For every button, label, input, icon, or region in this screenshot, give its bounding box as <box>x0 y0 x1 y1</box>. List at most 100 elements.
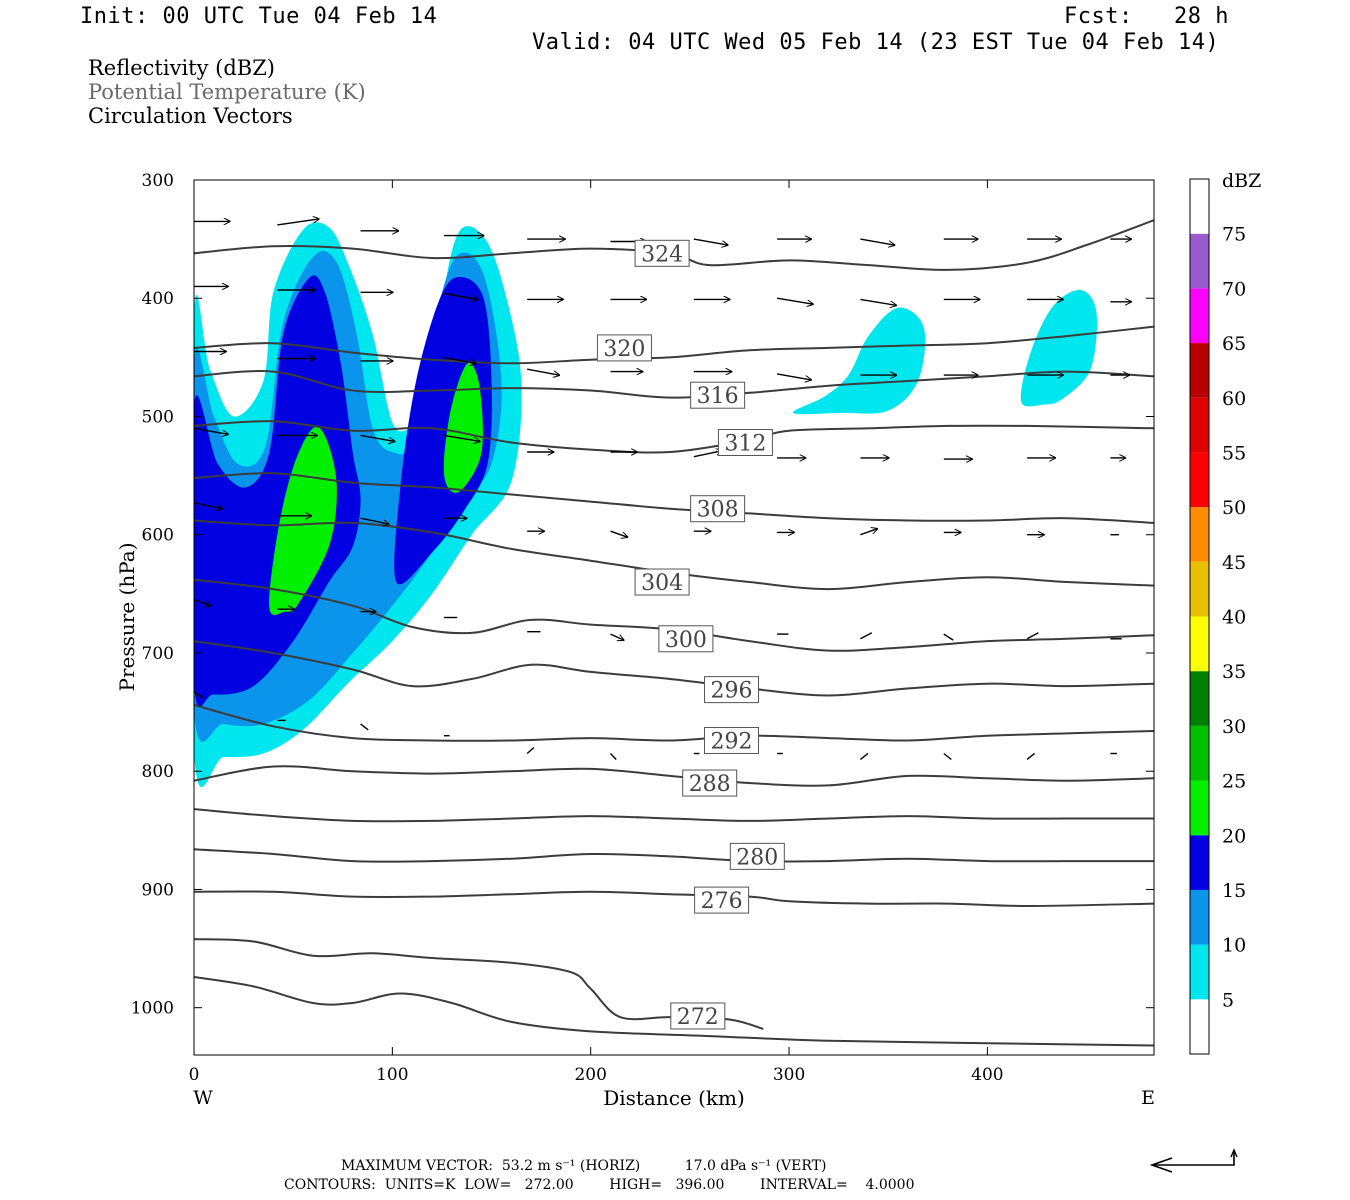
circulation-vector <box>194 427 228 434</box>
field-circulation-vectors: Circulation Vectors <box>88 104 293 128</box>
circulation-vector <box>693 238 728 245</box>
colorbar-label-40: 40 <box>1222 607 1246 629</box>
theta-label-box-312 <box>717 429 773 456</box>
colorbar-swatch-15 <box>1190 835 1209 890</box>
theta-label-316: 316 <box>697 384 739 409</box>
reflectivity-20dbz-region <box>443 362 483 493</box>
colorbar-swatch-20 <box>1190 780 1209 836</box>
colorbar-label-60: 60 <box>1222 388 1246 410</box>
circulation-vector <box>859 752 869 760</box>
contour-label-layer: 324 320 316 312 308 304 300 296 292 288 280 276 272 <box>596 239 785 1030</box>
colorbar-label-55: 55 <box>1222 442 1246 464</box>
theta-contour-308 <box>194 472 1154 524</box>
reference-vector-path <box>1152 1152 1235 1166</box>
y-axis-label: Pressure (hPa) <box>115 543 139 692</box>
y-tick-label: 1000 <box>131 999 174 1019</box>
colorbar-swatch-55 <box>1190 397 1209 453</box>
theta-label-292: 292 <box>711 729 753 754</box>
reference-vector-arrowhead-horiz <box>1149 1157 1173 1173</box>
colorbar-swatch-65 <box>1190 288 1209 344</box>
colorbar-label-20: 20 <box>1222 825 1246 847</box>
x-end-label-west: W <box>193 1087 213 1109</box>
circulation-vector <box>776 373 811 380</box>
y-tick-label: 400 <box>142 289 174 309</box>
init-time: Init: 00 UTC Tue 04 Feb 14 <box>80 4 438 29</box>
theta-contour-320 <box>194 325 1154 365</box>
circulation-vector <box>610 633 624 640</box>
circulation-vector <box>1026 632 1039 640</box>
circulation-vector <box>277 219 319 226</box>
theta-label-box-296 <box>704 676 760 704</box>
circulation-vector <box>443 356 476 363</box>
y-tick-label: 500 <box>142 407 174 427</box>
contour-info: CONTOURS: UNITS=K LOW= 272.00 HIGH= 396.… <box>284 1177 915 1193</box>
circulation-vector <box>443 292 478 300</box>
colorbar-label-50: 50 <box>1222 497 1246 519</box>
colorbar-label-75: 75 <box>1222 224 1246 246</box>
valid-time: Valid: 04 UTC Wed 05 Feb 14 (23 EST Tue … <box>532 30 1220 55</box>
colorbar-swatch-35 <box>1190 616 1209 672</box>
theta-contour-280 <box>194 848 1154 863</box>
theta-contour-layer <box>194 219 1154 1047</box>
colorbar-label-45: 45 <box>1222 552 1246 574</box>
theta-label-box-276 <box>694 886 750 914</box>
reflectivity-layer <box>194 222 1098 787</box>
circulation-vector <box>194 502 222 509</box>
circulation-vector <box>609 753 617 760</box>
theta-label-box-300 <box>658 625 714 653</box>
x-tick-label: 100 <box>376 1065 408 1085</box>
circulation-vector <box>860 238 894 245</box>
circulation-vector <box>693 451 723 458</box>
colorbar: dBZ 5 10 15 20 25 30 35 40 45 50 55 60 65 70 75 <box>1189 170 1261 1055</box>
x-end-label-east: E <box>1141 1087 1155 1109</box>
theta-label-box-316 <box>690 381 746 409</box>
circulation-vector <box>443 434 480 441</box>
plot-frame <box>193 179 1155 1056</box>
y-tick-label: 300 <box>142 171 174 191</box>
y-tick-label: 600 <box>142 526 174 546</box>
theta-label-box-280 <box>729 842 785 870</box>
theta-label-288: 288 <box>689 772 731 797</box>
circulation-vector <box>860 632 873 640</box>
theta-label-308: 308 <box>697 498 739 523</box>
colorbar-swatch-30 <box>1190 671 1209 726</box>
x-tick-label: 200 <box>574 1065 606 1085</box>
circulation-vector <box>860 298 896 305</box>
colorbar-swatch-75 <box>1190 179 1209 234</box>
theta-label-box-288 <box>682 769 738 797</box>
reference-vector-arrowhead-vert <box>1230 1148 1238 1158</box>
vector-layer <box>194 219 1131 761</box>
y-tick-label: 800 <box>142 762 174 782</box>
reference-vector <box>1149 1148 1238 1173</box>
colorbar-label-5: 5 <box>1222 989 1234 1011</box>
theta-label-324: 324 <box>641 242 683 267</box>
theta-contour-316 <box>194 370 1154 399</box>
colorbar-swatch-50 <box>1190 452 1209 508</box>
reflectivity-20dbz-region <box>269 426 337 615</box>
theta-label-box-292 <box>704 726 760 754</box>
circulation-vector <box>610 530 628 537</box>
theta-contour-312 <box>194 420 1154 454</box>
theta-label-272: 272 <box>677 1005 719 1030</box>
circulation-vector <box>1026 752 1036 760</box>
axes: 300 400 500 600 700 800 900 1000 0 100 200 300 400 W E… <box>115 171 1155 1110</box>
x-tick-label: 300 <box>773 1065 805 1085</box>
y-tick-label: 900 <box>142 880 174 900</box>
theta-label-320: 320 <box>603 337 645 362</box>
colorbar-swatch-40 <box>1190 561 1209 617</box>
colorbar-swatch-45 <box>1190 507 1209 562</box>
circulation-vector <box>527 368 559 375</box>
reflectivity-15dbz-region <box>394 277 492 585</box>
colorbar-label-35: 35 <box>1222 661 1246 683</box>
reflectivity-5dbz-region <box>792 307 926 415</box>
theta-label-box-308 <box>690 495 746 523</box>
x-tick-label: 0 <box>189 1065 200 1085</box>
theta-label-box-320 <box>596 334 652 362</box>
theta-label-box-324 <box>634 239 690 267</box>
colorbar-swatch-70 <box>1190 233 1209 289</box>
circulation-vector <box>943 752 952 761</box>
colorbar-frame <box>1189 178 1210 1055</box>
circulation-vector <box>360 434 395 441</box>
colorbar-label-25: 25 <box>1222 771 1246 793</box>
